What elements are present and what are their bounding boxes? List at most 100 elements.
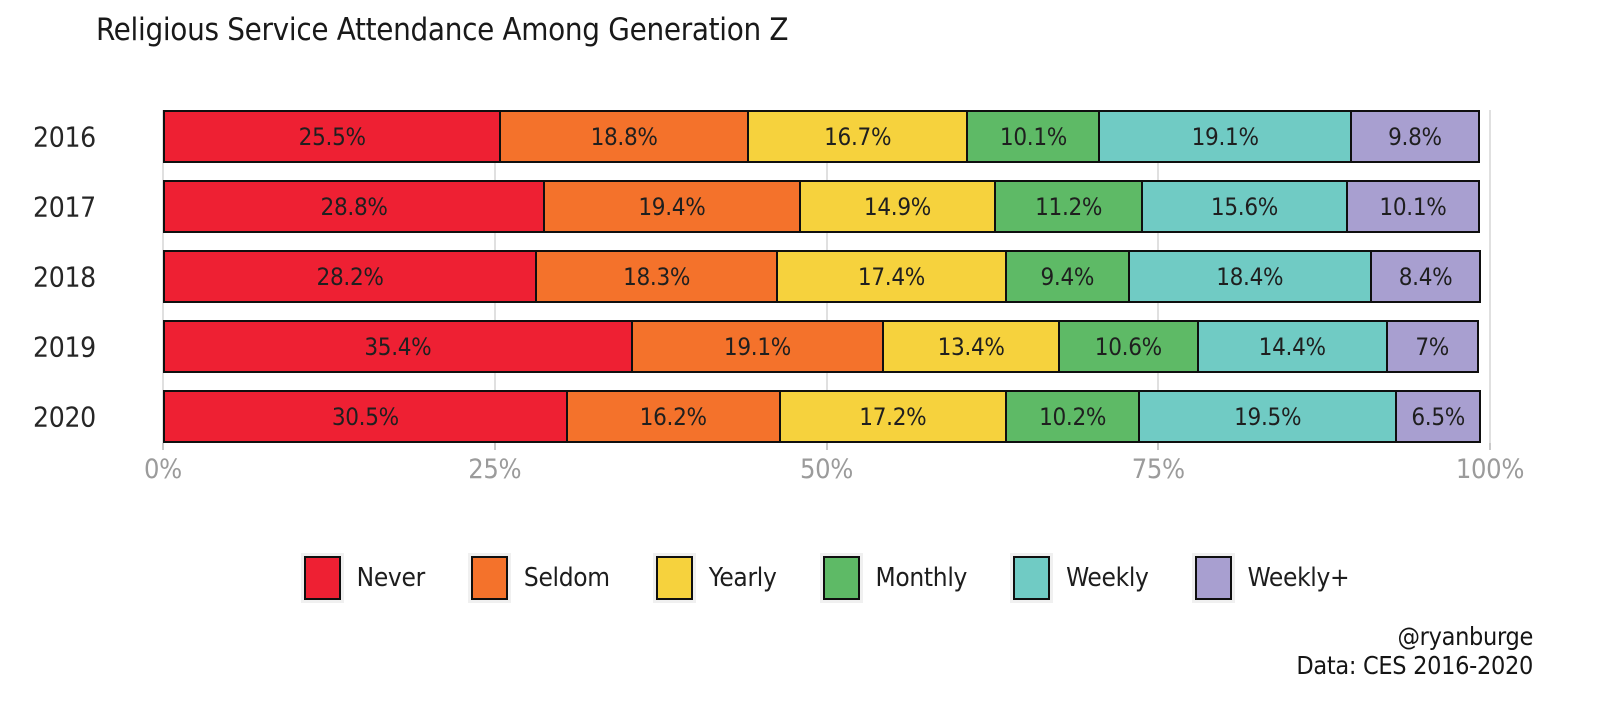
bar-segment-2020-seldom: 16.2% [565,390,781,443]
bar-segment-2016-weekly: 19.1% [1098,110,1352,163]
bar-segment-2019-seldom: 19.1% [630,320,885,373]
legend-label-monthly: Monthly [875,563,968,593]
bar-segment-2016-weekly+: 9.8% [1349,110,1480,163]
year-label-2017: 2017 [33,190,96,223]
bar-segment-2018-yearly: 17.4% [776,250,1007,303]
bar-row-2018: 2018 28.2% 18.3% 17.4% 9.4% 18.4% 8.4% [33,250,1490,303]
bar-value-label: 9.8% [1388,122,1442,151]
year-label-2016: 2016 [33,120,96,153]
legend-item-monthly: Monthly [819,553,968,603]
bar-value-label: 14.4% [1258,332,1326,361]
bar-segment-2018-monthly: 9.4% [1004,250,1130,303]
bar-value-label: 19.4% [638,192,706,221]
x-tick-label-50: 50% [799,454,854,485]
bar-value-label: 10.6% [1094,332,1162,361]
bar-value-label: 17.4% [857,262,926,291]
bar-segment-2020-yearly: 17.2% [778,390,1007,443]
bar-row-2020: 2020 30.5% 16.2% 17.2% 10.2% 19.5% 6.5% [33,390,1490,443]
bar-value-label: 16.7% [824,122,892,151]
legend-swatch-never [300,553,344,603]
bar-value-label: 9.4% [1040,262,1095,291]
legend-item-seldom: Seldom [467,553,610,603]
legend-label-never: Never [356,563,426,593]
bar-value-label: 15.6% [1210,192,1278,221]
bar-segment-2020-weekly+: 6.5% [1395,390,1482,443]
bar-segment-2019-monthly: 10.6% [1058,320,1199,373]
bar-rows: 2016 25.5% 18.8% 16.7% 10.1% 19.1% 9.8% 2017 28.… [33,110,1490,443]
bar-value-label: 30.5% [331,402,399,431]
x-tick-mark-100 [1489,443,1491,450]
bar-value-label: 10.1% [999,122,1067,151]
bar-segment-2019-weekly+: 7% [1385,320,1479,373]
bar-value-label: 18.8% [590,122,658,151]
bar-segment-2020-weekly: 19.5% [1138,390,1398,443]
bar-value-label: 28.8% [320,192,388,221]
bar-value-label: 35.4% [364,332,432,361]
x-axis: 0% 25% 50% 75% 100% [144,443,1524,493]
bar-value-label: 18.4% [1216,262,1284,291]
attribution-handle: @ryanburge [1397,622,1533,651]
attribution-source: Data: CES 2016-2020 [1296,651,1533,680]
bar-segment-2016-yearly: 16.7% [746,110,969,163]
x-tick-label-0: 0% [144,454,182,485]
x-tick-label-100: 100% [1455,454,1525,485]
bar-row-2017: 2017 28.8% 19.4% 14.9% 11.2% 15.6% 10.1% [33,180,1490,233]
legend-swatch-monthly [819,553,863,603]
bar-value-label: 6.5% [1411,402,1465,431]
x-tick-mark-50 [825,443,828,450]
bar-segment-2017-never: 28.8% [163,180,546,233]
legend-label-seldom: Seldom [523,563,610,593]
bar-value-label: 13.4% [937,332,1005,361]
bar-value-label: 8.4% [1398,262,1453,291]
legend-label-weekly+: Weekly+ [1247,563,1350,593]
bar-segment-2020-never: 30.5% [163,390,568,443]
bar-segment-2019-weekly: 14.4% [1196,320,1388,373]
attribution: @ryanburge Data: CES 2016-2020 [1296,622,1533,680]
bar-value-label: 19.1% [1191,122,1259,151]
bar-value-label: 19.5% [1234,402,1302,431]
legend-swatch-weekly [1010,553,1054,603]
bar-segment-2017-seldom: 19.4% [543,180,801,233]
bar-value-label: 19.1% [723,332,792,361]
legend: Never Seldom Yearly Monthly Weekly Weekly+ [163,553,1490,603]
bar-segment-2020-monthly: 10.2% [1004,390,1141,443]
bar-segment-2016-monthly: 10.1% [966,110,1101,163]
legend-item-weekly+: Weekly+ [1191,553,1350,603]
bar-row-2019: 2019 35.4% 19.1% 13.4% 10.6% 14.4% 7% [33,320,1490,373]
bar-value-label: 10.2% [1039,402,1107,431]
bar-segment-2018-weekly+: 8.4% [1369,250,1482,303]
bar-segment-2018-seldom: 18.3% [535,250,779,303]
bar-segment-2016-never: 25.5% [163,110,502,163]
plot-area: 2016 25.5% 18.8% 16.7% 10.1% 19.1% 9.8% 2017 28.… [33,110,1524,510]
legend-item-weekly: Weekly [1010,553,1149,603]
bar-segment-2017-weekly: 15.6% [1140,180,1348,233]
bar-segment-2018-never: 28.2% [163,250,538,303]
x-tick-label-25: 25% [468,454,522,485]
legend-item-yearly: Yearly [652,553,777,603]
legend-swatch-weekly+ [1191,553,1235,603]
bar-value-label: 25.5% [298,122,366,151]
legend-swatch-yearly [652,553,696,603]
bar-segment-2017-monthly: 11.2% [994,180,1143,233]
bar-value-label: 10.1% [1379,192,1447,221]
x-tick-mark-75 [1157,443,1160,450]
year-label-2019: 2019 [33,330,96,363]
legend-label-weekly: Weekly [1066,563,1149,593]
legend-swatch-seldom [467,553,511,603]
bar-segment-2019-never: 35.4% [163,320,633,373]
bar-value-label: 18.3% [623,262,691,291]
bar-value-label: 28.2% [316,262,384,291]
bar-segment-2016-seldom: 18.8% [499,110,749,163]
year-label-2020: 2020 [33,400,96,433]
bar-segment-2017-weekly+: 10.1% [1345,180,1480,233]
bar-row-2016: 2016 25.5% 18.8% 16.7% 10.1% 19.1% 9.8% [33,110,1490,163]
x-tick-mark-25 [493,443,496,450]
legend-item-never: Never [300,553,426,603]
bar-segment-2019-yearly: 13.4% [882,320,1061,373]
bar-value-label: 17.2% [859,402,927,431]
year-label-2018: 2018 [33,260,96,293]
gridline-100 [1489,110,1491,443]
x-tick-mark-0 [162,443,164,450]
bar-segment-2018-weekly: 18.4% [1127,250,1372,303]
